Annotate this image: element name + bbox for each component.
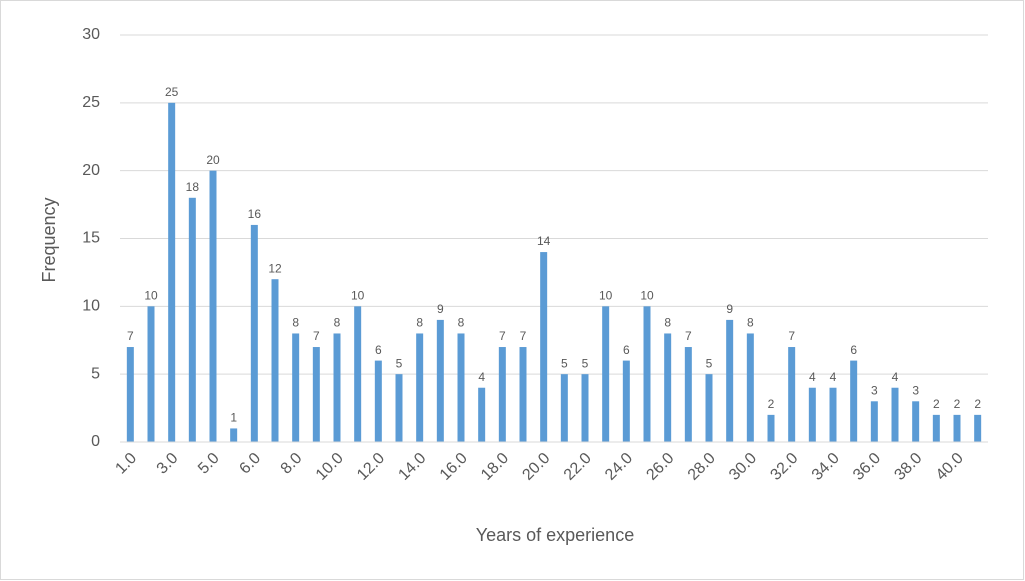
data-label: 25	[165, 85, 179, 99]
x-axis-title: Years of experience	[476, 525, 634, 545]
bar	[354, 306, 362, 442]
data-label: 2	[933, 397, 940, 411]
data-label: 6	[375, 343, 382, 357]
data-label: 8	[416, 316, 423, 330]
data-label: 10	[351, 289, 365, 303]
data-label: 5	[561, 356, 568, 370]
y-tick-label: 5	[91, 365, 100, 382]
data-label: 20	[206, 153, 220, 167]
data-label: 7	[788, 329, 795, 343]
bar	[498, 347, 506, 442]
data-label: 18	[186, 180, 200, 194]
bar	[188, 197, 196, 442]
data-label: 16	[248, 207, 262, 221]
bar	[788, 347, 796, 442]
bar	[457, 333, 465, 442]
bar	[850, 360, 858, 442]
data-label: 5	[396, 356, 403, 370]
data-label: 8	[458, 316, 465, 330]
bar	[333, 333, 341, 442]
y-tick-label: 25	[82, 94, 100, 111]
bar	[292, 333, 300, 442]
bar	[932, 414, 940, 442]
data-label: 9	[437, 302, 444, 316]
y-tick-label: 0	[91, 433, 100, 450]
bar	[767, 414, 775, 442]
data-label: 7	[127, 329, 134, 343]
bar	[953, 414, 961, 442]
bar	[664, 333, 672, 442]
bar	[540, 252, 548, 442]
data-label: 10	[640, 289, 654, 303]
bar	[271, 279, 279, 442]
bar	[478, 387, 486, 442]
data-label: 12	[268, 261, 282, 275]
bar	[168, 102, 176, 442]
data-label: 7	[499, 329, 506, 343]
bar	[395, 374, 403, 442]
data-label: 4	[892, 370, 899, 384]
data-label: 10	[144, 289, 158, 303]
data-label: 5	[582, 356, 589, 370]
data-label: 6	[623, 343, 630, 357]
data-label: 3	[912, 383, 919, 397]
y-axis-title: Frequency	[39, 197, 59, 282]
data-label: 7	[520, 329, 527, 343]
bar	[602, 306, 610, 442]
bar	[684, 347, 692, 442]
data-label: 8	[334, 316, 341, 330]
y-tick-label: 10	[82, 298, 100, 315]
bar	[726, 319, 734, 442]
bar	[519, 347, 527, 442]
bar	[622, 360, 630, 442]
bar	[312, 347, 320, 442]
data-label: 4	[830, 370, 837, 384]
data-label: 8	[664, 316, 671, 330]
data-label: 2	[974, 397, 981, 411]
bar	[560, 374, 568, 442]
bar	[746, 333, 754, 442]
bar	[643, 306, 651, 442]
data-label: 4	[478, 370, 485, 384]
bar	[436, 319, 444, 442]
y-tick-label: 15	[82, 230, 100, 247]
y-tick-label: 30	[82, 26, 100, 43]
bar	[870, 401, 878, 442]
data-label: 8	[747, 316, 754, 330]
data-label: 7	[313, 329, 320, 343]
data-label: 2	[768, 397, 775, 411]
bar	[912, 401, 920, 442]
data-label: 6	[850, 343, 857, 357]
data-label: 7	[685, 329, 692, 343]
data-label: 5	[706, 356, 713, 370]
data-label: 14	[537, 234, 551, 248]
bar	[230, 428, 238, 442]
bar	[416, 333, 424, 442]
bar	[581, 374, 589, 442]
data-label: 8	[292, 316, 299, 330]
bar	[705, 374, 713, 442]
data-label: 9	[726, 302, 733, 316]
data-label: 4	[809, 370, 816, 384]
data-label: 1	[230, 411, 237, 425]
bar	[374, 360, 382, 442]
y-tick-label: 20	[82, 162, 100, 179]
bar	[209, 170, 217, 442]
data-label: 3	[871, 383, 878, 397]
data-label: 2	[954, 397, 961, 411]
data-label: 10	[599, 289, 613, 303]
bar	[147, 306, 155, 442]
bar	[974, 414, 982, 442]
bar	[891, 387, 899, 442]
bar	[808, 387, 816, 442]
bar	[126, 347, 134, 442]
bar	[829, 387, 837, 442]
bar	[250, 224, 258, 442]
